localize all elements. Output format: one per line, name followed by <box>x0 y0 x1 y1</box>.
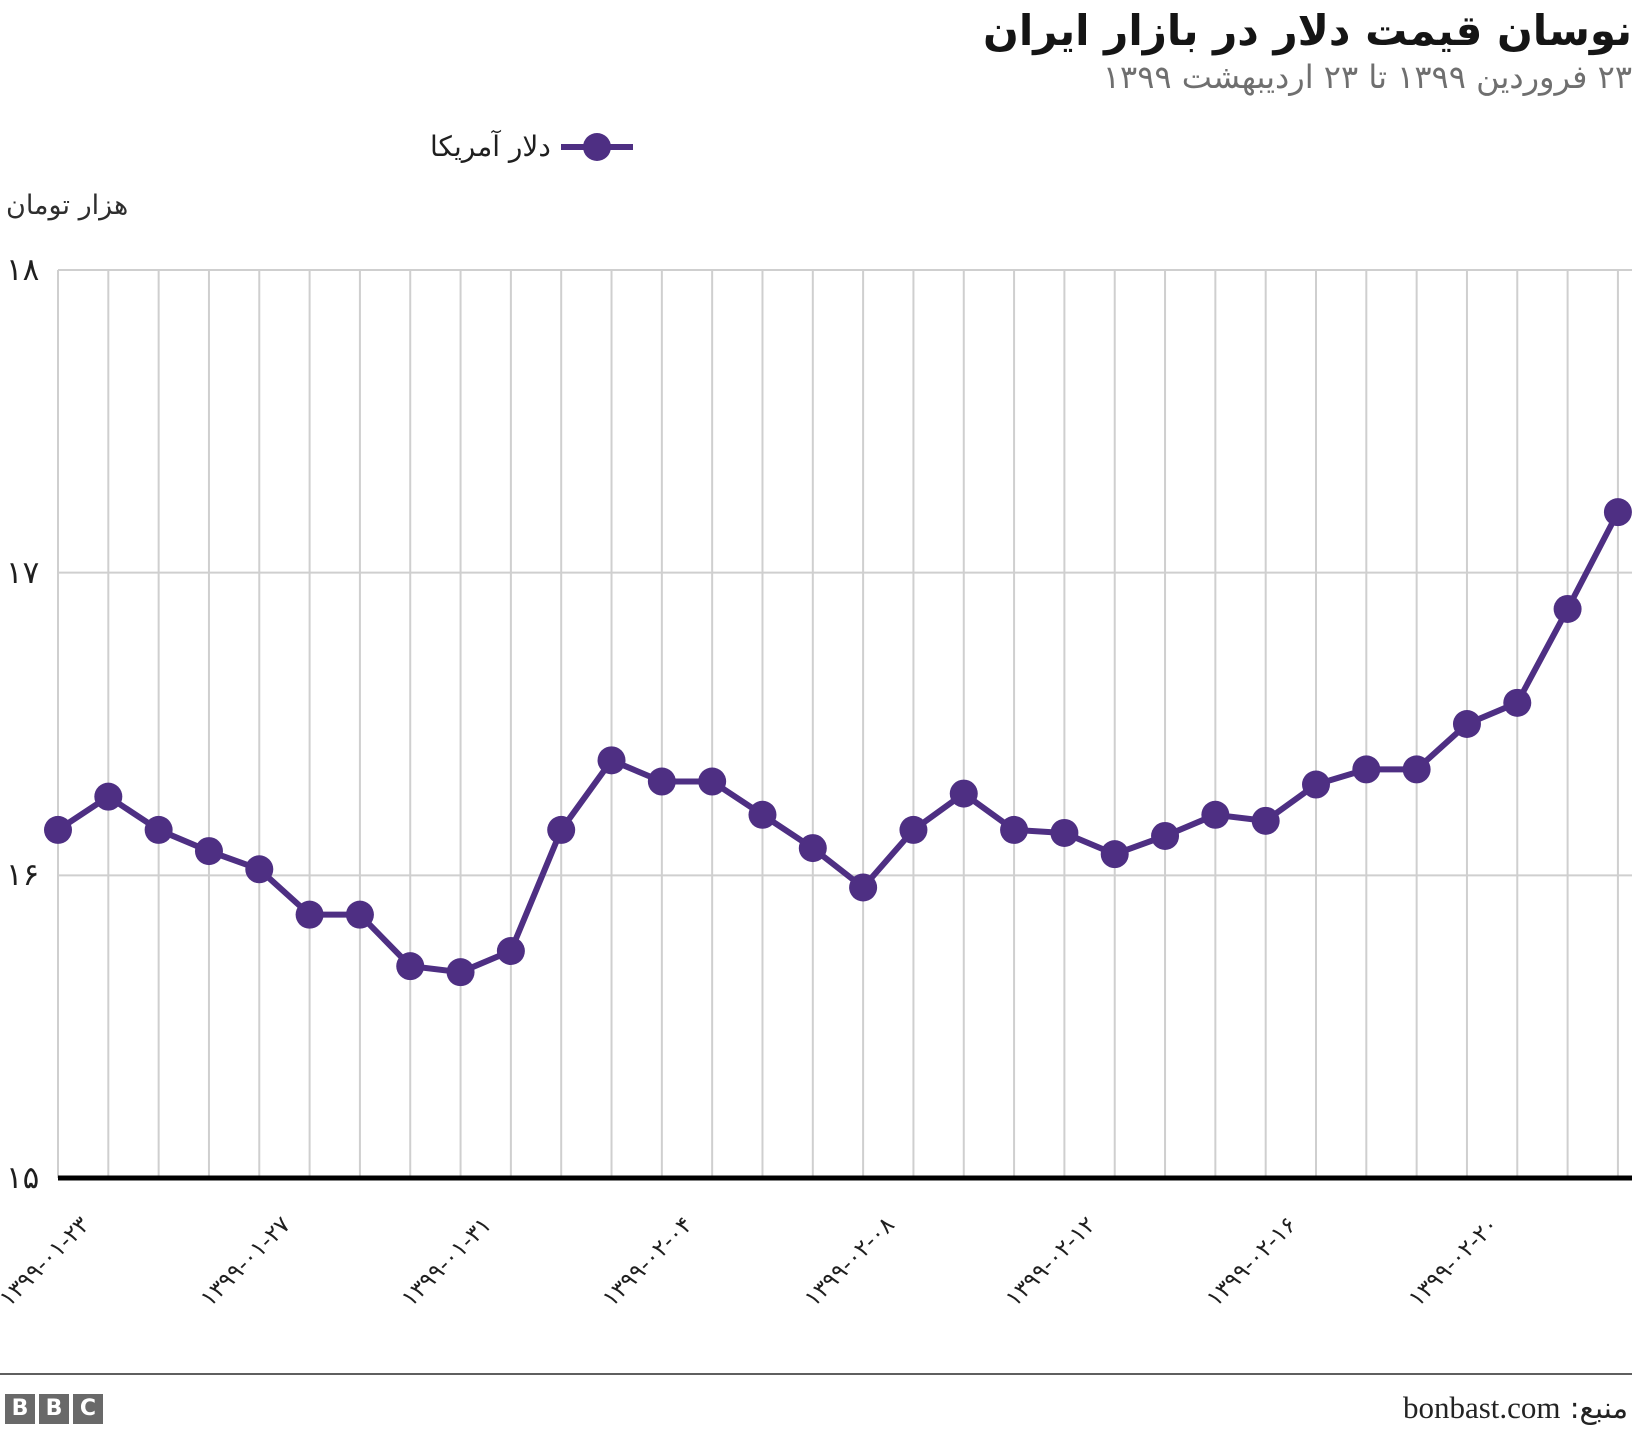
y-tick-label: ۱۶ <box>6 857 40 894</box>
bbc-logo: B B C <box>5 1394 103 1424</box>
data-point <box>194 837 223 866</box>
data-point <box>1352 755 1381 784</box>
data-point <box>597 746 626 775</box>
data-point <box>496 936 525 965</box>
data-point <box>144 815 173 844</box>
source-value: bonbast.com <box>1402 1390 1561 1425</box>
data-point <box>899 815 928 844</box>
series-line <box>55 509 1621 976</box>
data-point <box>1603 498 1632 527</box>
data-point <box>94 782 123 811</box>
source-label: منبع: <box>1569 1391 1628 1425</box>
page-subtitle: ۲۳ فروردین ۱۳۹۹ تا ۲۳ اردیبهشت ۱۳۹۹ <box>1102 58 1632 96</box>
data-point <box>1050 818 1079 847</box>
data-point <box>748 800 777 829</box>
data-point <box>295 900 324 929</box>
data-point <box>1302 770 1330 799</box>
legend: دلار آمریکا <box>430 130 633 163</box>
legend-label: دلار آمریکا <box>430 130 551 163</box>
data-point <box>1100 840 1129 869</box>
data-point <box>446 958 475 987</box>
y-tick-label: ۱۵ <box>6 1160 40 1196</box>
y-tick-label: ۱۷ <box>6 554 40 591</box>
legend-dot-on-line-icon <box>560 132 633 161</box>
data-point <box>1452 709 1481 738</box>
y-axis-unit-label: هزار تومان <box>6 190 129 221</box>
data-point <box>949 779 978 808</box>
data-point <box>1402 755 1431 784</box>
data-point <box>647 767 676 796</box>
data-point <box>547 815 576 844</box>
data-point <box>396 952 425 981</box>
data-point <box>245 855 274 884</box>
source-text: منبع: bonbast.com <box>1403 1390 1628 1426</box>
y-tick-label: ۱۸ <box>6 251 40 288</box>
data-point <box>798 834 827 863</box>
data-point <box>1503 688 1532 717</box>
data-point <box>44 815 72 844</box>
data-point <box>1553 594 1582 623</box>
bbc-logo-block: C <box>73 1394 103 1424</box>
data-point <box>698 767 727 796</box>
data-point <box>1251 806 1280 835</box>
data-point <box>1201 800 1230 829</box>
data-point <box>345 900 374 929</box>
bbc-logo-block: B <box>39 1394 69 1424</box>
data-point <box>1000 815 1029 844</box>
footer-divider <box>0 1373 1632 1375</box>
page-title: نوسان قیمت دلار در بازار ایران <box>983 6 1632 55</box>
data-point <box>1151 821 1180 850</box>
data-point <box>849 873 878 902</box>
bbc-logo-block: B <box>5 1394 35 1424</box>
